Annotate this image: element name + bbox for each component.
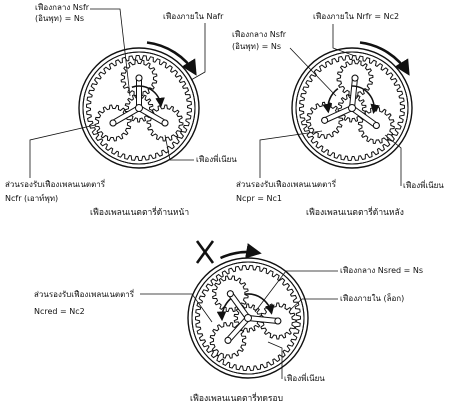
ring-rotation-arrow	[146, 41, 197, 76]
carrier-pin	[109, 119, 117, 127]
lock-cross-line	[195, 240, 215, 264]
carrier-pin	[321, 116, 329, 124]
carrier-hub	[348, 104, 356, 112]
carrier-pin	[226, 290, 234, 298]
carrier-arm-fill	[137, 106, 167, 125]
rear-sun-gear-sub: (อินพุท) = Ns	[232, 42, 282, 51]
carrier-pin	[135, 74, 143, 82]
reduction-planet-leader	[267, 341, 283, 379]
reduction-ring-leader	[289, 298, 338, 311]
reduction-carrier-sub: Ncred = Nc2	[34, 307, 85, 316]
reduction-ring-gear-label: เฟืองภายใน (ล็อก)	[340, 294, 405, 303]
rear-sun-leader	[289, 47, 337, 97]
carrier-pin	[351, 74, 359, 82]
rear-ring-leader	[332, 24, 356, 57]
reduction-sun-leader	[254, 270, 338, 313]
front-gearset-drawing	[78, 41, 200, 169]
carrier-arm-fill	[322, 106, 354, 123]
carrier-rotation-arrow	[216, 298, 232, 322]
front-planet-gear-label: เฟืองพี่เนียน	[196, 155, 237, 164]
front-sun-gear-sub: (อินพุท) = Ns	[35, 14, 85, 23]
rear-planet-leader	[384, 134, 402, 186]
reduction-gearset-drawing	[187, 240, 309, 379]
rear-ring-gear-label: เฟืองภายใน Nrfr = Nc2	[313, 12, 400, 21]
sun-rotation-arrow	[244, 293, 275, 315]
carrier-hub	[135, 104, 143, 112]
rear-sun-gear-label: เฟืองกลาง Nsfr	[232, 30, 287, 39]
reduction-sun-gear-label: เฟืองกลาง Nsred = Ns	[340, 266, 424, 275]
carrier-pin	[274, 317, 282, 325]
ring-gear-inner-rim	[295, 51, 409, 165]
ring-gear-inner-rim	[191, 261, 305, 375]
front-carrier-leader	[29, 124, 96, 178]
sun-rotation-arrow	[131, 85, 165, 108]
ring-rotation-arrow-blocked	[219, 243, 262, 260]
carrier-arm-fill	[226, 316, 250, 343]
rear-carrier-leader	[259, 130, 323, 178]
rear-carrier-sub: Ncpr = Nc1	[236, 194, 283, 203]
reduction-caption: เฟืองเพลนเนตตารี่ทดรอบ	[190, 394, 283, 404]
carrier-pin	[224, 336, 232, 344]
carrier-rotation-arrow	[322, 87, 339, 114]
carrier-arm-fill	[350, 76, 357, 110]
front-carrier-sub: Ncfr (เอาท์พุท)	[5, 194, 59, 203]
carrier-pin	[161, 119, 169, 127]
rear-caption: เฟืองเพลนเนตตารี่ด้านหลัง	[306, 208, 404, 218]
front-ring-leader	[190, 23, 206, 81]
front-caption: เฟืองเพลนเนตตารี่ด้านหน้า	[90, 208, 190, 218]
rear-planet-gear-label: เฟืองพี่เนียน	[403, 181, 444, 190]
carrier-arm-fill	[228, 291, 250, 320]
reduction-carrier-label: ส่วนรองรับเฟืองเพลนเนตตารี่	[34, 290, 135, 299]
rear-gearset-drawing	[291, 41, 413, 169]
sun-rotation-arrow	[351, 85, 380, 114]
reduction-carrier-leader	[140, 293, 213, 323]
ring-rotation-arrow	[359, 41, 410, 76]
reduction-planet-gear-label: เฟืองพี่เนียน	[284, 374, 325, 383]
leader-lines	[29, 8, 402, 379]
front-sun-leader	[90, 8, 131, 97]
carrier-arm-fill	[350, 106, 379, 128]
carrier-arm-fill	[246, 316, 280, 323]
front-sun-gear-label: เฟืองกลาง Nsfr	[35, 3, 90, 12]
front-ring-gear-label: เฟืองภายใน Nafr	[163, 12, 224, 21]
ring-gear-inner-rim	[82, 51, 196, 165]
carrier-pin	[372, 122, 380, 130]
carrier-hub	[244, 314, 252, 322]
front-planet-leader	[164, 134, 194, 161]
rear-carrier-label: ส่วนรองรับเฟืองเพลนเนตตารี่	[236, 180, 337, 189]
front-carrier-label: ส่วนรองรับเฟืองเพลนเนตตารี่	[5, 180, 106, 189]
carrier-arm-fill	[111, 106, 141, 125]
